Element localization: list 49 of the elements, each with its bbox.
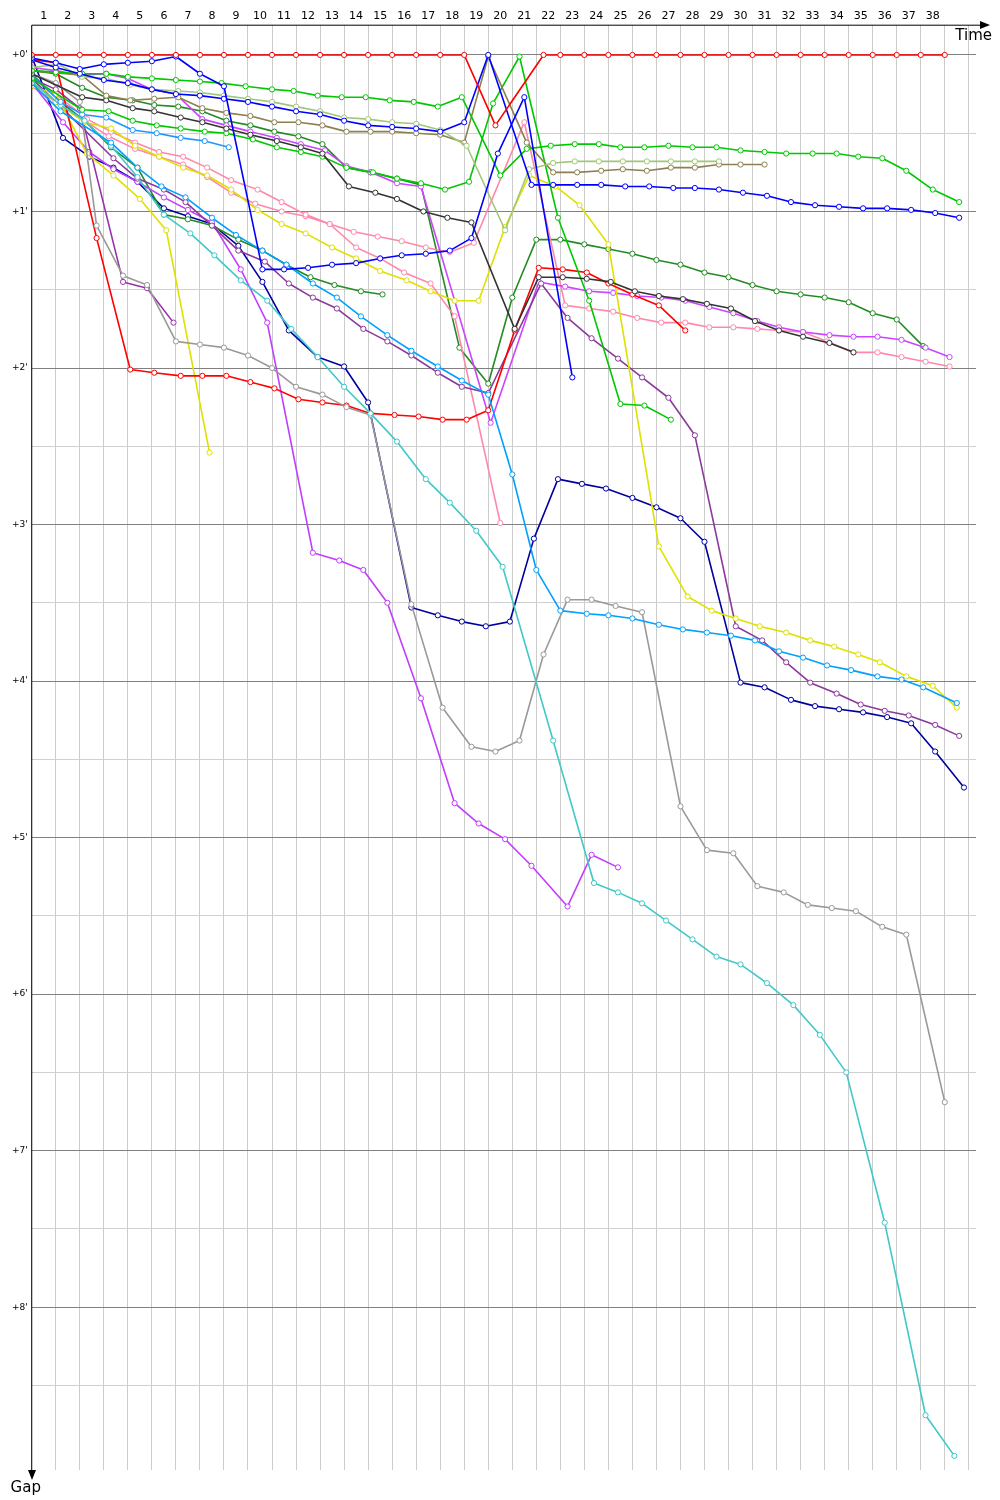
y-tick-label: +3' [11,518,28,529]
x-tick-label: 28 [685,9,700,23]
x-tick-label: 20 [493,9,508,23]
x-tick-label: 34 [829,9,844,23]
x-tick-label: 14 [349,9,364,23]
x-tick-label: 7 [184,9,192,23]
x-tick-label: 4 [112,9,120,23]
x-tick-label: 13 [325,9,340,23]
x-tick-label: 23 [565,9,580,23]
x-tick-label: 3 [88,9,96,23]
y-tick-label: +8' [11,1301,28,1312]
x-tick-label: 32 [781,9,796,23]
x-tick-label: 25 [613,9,628,23]
y-axis-title: Gap [10,1478,41,1497]
y-tick-label: +0' [11,49,28,60]
x-tick-label: 26 [637,9,652,23]
y-tick-label: +7' [11,1145,28,1156]
y-tick-label: +4' [11,675,28,686]
x-tick-label: 31 [757,9,772,23]
x-tick-label: 15 [373,9,388,23]
x-tick-label: 38 [925,9,940,23]
y-tick-label: +6' [11,988,28,999]
x-tick-label: 8 [208,9,216,23]
x-tick-label: 18 [445,9,460,23]
x-tick-label: 36 [877,9,892,23]
x-tick-label: 11 [277,9,292,23]
y-tick-label: +2' [11,362,28,373]
x-tick-label: 29 [709,9,724,23]
x-tick-label: 37 [901,9,916,23]
y-tick-label: +5' [11,831,28,842]
x-axis-title: Time [954,25,992,44]
x-tick-label: 16 [397,9,412,23]
x-tick-label: 33 [805,9,820,23]
x-tick-label: 9 [232,9,240,23]
x-tick-label: 22 [541,9,556,23]
x-tick-label: 2 [64,9,72,23]
x-tick-label: 24 [589,9,604,23]
x-tick-label: 35 [853,9,868,23]
x-tick-label: 17 [421,9,436,23]
x-tick-label: 21 [517,9,532,23]
x-tick-label: 1 [40,9,48,23]
x-tick-label: 19 [469,9,484,23]
y-tick-label: +1' [11,205,28,216]
x-tick-label: 30 [733,9,748,23]
x-tick-label: 6 [160,9,168,23]
x-tick-label: 12 [301,9,316,23]
x-tick-label: 27 [661,9,676,23]
x-tick-label: 10 [253,9,267,23]
x-tick-label: 5 [136,9,144,23]
